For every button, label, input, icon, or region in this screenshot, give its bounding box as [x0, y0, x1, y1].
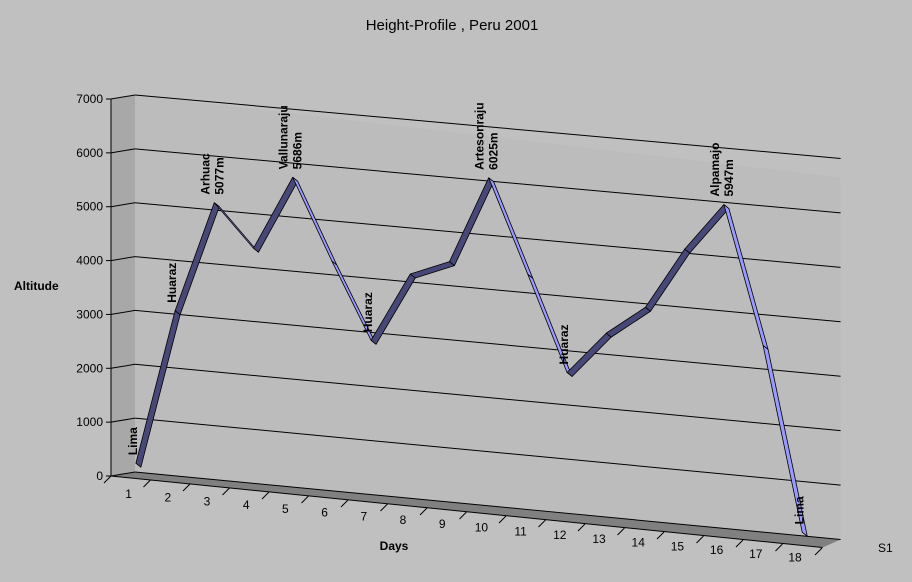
gridline-side-6000: [110, 148, 136, 154]
x-axis-title: Days: [380, 539, 409, 553]
annotation-7-line-1: 5947m: [722, 159, 736, 196]
x-tick-mark-3: [222, 487, 230, 496]
annotation-6-line-0: Huaraz: [557, 324, 571, 364]
x-tick-label-6: 6: [321, 506, 328, 520]
annotation-2: Arhuac5077m: [198, 153, 226, 195]
annotation-5-line-0: Artesonraju: [473, 102, 487, 169]
x-tick-label-10: 10: [475, 521, 489, 535]
annotation-7-line-0: Alpamajo: [708, 143, 722, 197]
x-tick-label-9: 9: [439, 517, 446, 531]
x-tick-label-7: 7: [360, 509, 367, 523]
gridline-7000: [134, 94, 841, 159]
x-tick-mark-6: [340, 499, 349, 508]
gridline-2000: [134, 363, 841, 432]
x-tick-mark-17: [775, 543, 783, 552]
x-tick-mark-9: [459, 511, 467, 520]
y-tick-label-1000: 1000: [76, 415, 103, 429]
x-tick-label-17: 17: [749, 547, 763, 561]
x-tick-label-5: 5: [282, 502, 289, 516]
y-axis-title: Altitude: [14, 279, 59, 293]
annotation-0-line-0: Lima: [126, 427, 140, 455]
gridline-side-0: [110, 471, 136, 477]
gridline-5000: [134, 202, 841, 268]
y-axis: 0 1000 2000 3000 4000 5000 6000 7000: [76, 92, 112, 483]
legend-entry-s1: S1: [878, 541, 893, 555]
gridline-side-2000: [110, 363, 136, 369]
gridlines: [110, 94, 841, 540]
annotation-5: Artesonraju6025m: [473, 102, 501, 169]
annotation-1-line-0: Huaraz: [165, 263, 179, 303]
x-tick-mark-10: [498, 515, 507, 524]
x-tick-mark-15: [696, 535, 704, 544]
x-tick-mark-16: [735, 539, 744, 548]
annotation-5-line-1: 6025m: [487, 132, 501, 169]
annotation-8-line-0: Lima: [792, 496, 806, 524]
annotation-3-line-1: 5686m: [291, 132, 305, 169]
x-tick-label-2: 2: [164, 491, 171, 505]
x-tick-mark-0: [103, 475, 112, 484]
annotation-2-line-0: Arhuac: [198, 153, 212, 195]
x-tick-mark-14: [656, 531, 665, 540]
chart-title: Height-Profile , Peru 2001: [366, 17, 539, 34]
x-tick-mark-8: [419, 507, 428, 516]
annotations: Lima Huaraz Arhuac5077m Vallunaraju5686m Hua…: [126, 102, 806, 524]
side-wall: [111, 95, 135, 476]
x-axis-line: [110, 475, 823, 548]
back-wall: [135, 95, 841, 540]
annotation-4: Huaraz: [361, 292, 375, 332]
gridline-side-4000: [110, 256, 136, 262]
x-tick-label-15: 15: [671, 539, 685, 553]
y-tick-label-5000: 5000: [76, 200, 103, 214]
x-tick-label-3: 3: [204, 494, 211, 508]
annotation-1: Huaraz: [165, 263, 179, 303]
x-tick-label-13: 13: [592, 532, 606, 546]
floor: [111, 472, 841, 548]
x-tick-label-16: 16: [710, 543, 724, 557]
gridline-side-3000: [110, 309, 136, 315]
x-tick-label-12: 12: [553, 528, 567, 542]
annotation-8: Lima: [792, 496, 806, 524]
x-tick-mark-1: [143, 479, 151, 488]
y-tick-label-2000: 2000: [76, 361, 103, 375]
series-segment-17: [762, 345, 808, 537]
y-tick-label-3000: 3000: [76, 307, 103, 321]
x-tick-label-4: 4: [243, 498, 250, 512]
gridline-1000: [134, 417, 841, 486]
gridline-3000: [134, 309, 841, 377]
x-tick-mark-4: [261, 491, 270, 500]
y-tick-label-7000: 7000: [76, 92, 103, 106]
annotation-6: Huaraz: [557, 324, 571, 364]
annotation-7: Alpamajo5947m: [708, 143, 736, 197]
x-tick-mark-11: [538, 519, 546, 528]
y-tick-label-0: 0: [96, 469, 103, 483]
gridline-4000: [134, 256, 841, 323]
y-tick-label-4000: 4000: [76, 254, 103, 268]
gridline-side-1000: [110, 417, 136, 423]
x-tick-mark-13: [617, 527, 625, 536]
x-tick-label-18: 18: [788, 551, 802, 565]
annotation-4-line-0: Huaraz: [361, 292, 375, 332]
x-tick-label-14: 14: [632, 536, 646, 550]
x-tick-mark-7: [380, 503, 388, 512]
annotation-3-line-0: Vallunaraju: [277, 105, 291, 169]
x-tick-mark-12: [577, 523, 586, 532]
gridline-side-7000: [110, 94, 136, 100]
y-tick-label-6000: 6000: [76, 146, 103, 160]
annotation-0: Lima: [126, 427, 140, 455]
x-axis: 1 2 3 4 5 6 7 8 9 10 11 12 13 14 15 16 17 18: [103, 475, 823, 565]
x-tick-label-8: 8: [400, 513, 407, 527]
gridline-0: [134, 471, 841, 540]
series-s1: [135, 176, 808, 537]
x-tick-mark-18: [814, 547, 823, 556]
annotation-3: Vallunaraju5686m: [277, 105, 305, 169]
x-tick-mark-2: [182, 483, 191, 492]
chart-walls: [111, 95, 841, 548]
x-tick-label-11: 11: [514, 524, 527, 538]
x-tick-mark-5: [301, 495, 309, 504]
x-tick-label-1: 1: [125, 487, 132, 501]
annotation-2-line-1: 5077m: [212, 157, 226, 194]
gridline-side-5000: [110, 202, 136, 208]
